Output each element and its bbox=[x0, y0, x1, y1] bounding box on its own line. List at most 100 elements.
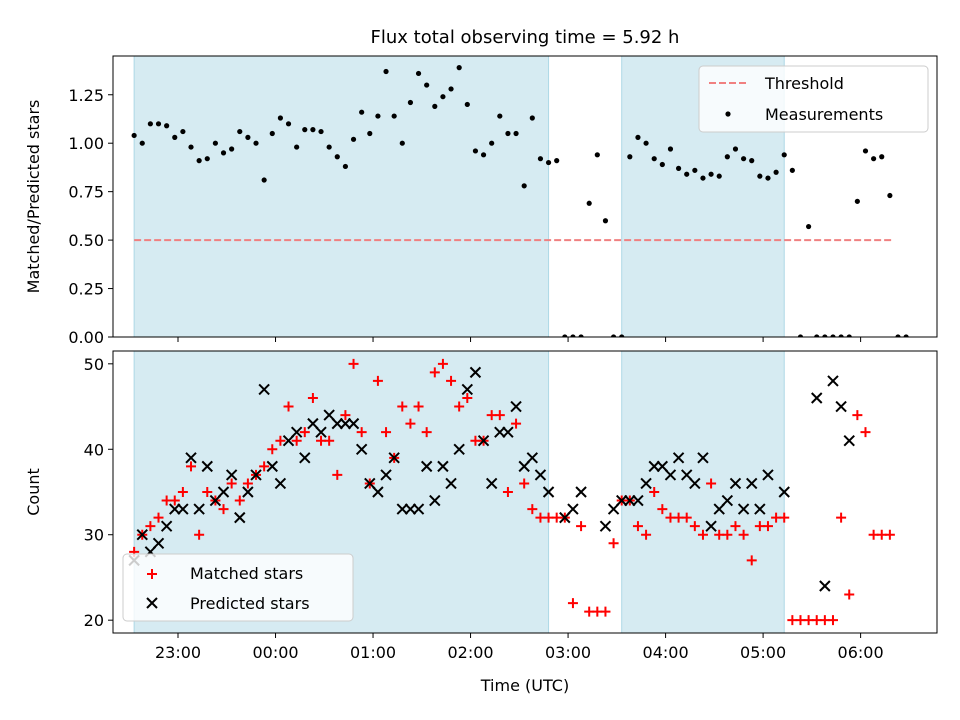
bottom-predicted-star-point bbox=[160, 520, 173, 532]
bottom-y-axis-label: Count bbox=[24, 468, 43, 516]
bottom-predicted-star-point bbox=[640, 477, 652, 490]
bottom-predicted-star-point bbox=[526, 452, 539, 464]
top-measurement-point bbox=[643, 140, 649, 146]
bottom-predicted-star-point bbox=[632, 494, 644, 507]
top-measurement-point bbox=[797, 334, 804, 337]
top-y-tick-label: 0.00 bbox=[68, 328, 104, 347]
top-measurement-point bbox=[554, 158, 560, 164]
top-measurement-point bbox=[732, 146, 739, 152]
bottom-matched-star-point bbox=[738, 529, 749, 540]
top-measurement-point bbox=[164, 123, 170, 129]
top-measurement-point bbox=[196, 158, 202, 164]
bottom-axes-frame bbox=[112, 350, 938, 634]
bottom-matched-star-point bbox=[202, 487, 213, 497]
top-measurement-point bbox=[871, 156, 877, 162]
bottom-matched-star-point bbox=[275, 435, 286, 446]
bottom-predicted-star-point bbox=[429, 494, 441, 507]
bottom-predicted-star-point bbox=[599, 520, 612, 532]
bottom-predicted-star-point bbox=[347, 417, 360, 430]
bottom-matched-star-point bbox=[494, 410, 505, 421]
bottom-matched-star-point bbox=[234, 495, 245, 506]
bottom-matched-star-point bbox=[324, 435, 335, 446]
top-measurement-point bbox=[684, 171, 690, 177]
top-measurement-point bbox=[537, 156, 544, 162]
bottom-predicted-star-point bbox=[299, 452, 311, 464]
top-measurement-point bbox=[334, 154, 340, 160]
bottom-predicted-star-point bbox=[396, 503, 409, 515]
top-measurement-point bbox=[529, 115, 535, 121]
top-measurement-point bbox=[229, 146, 235, 152]
top-y-tick-label: 0.75 bbox=[68, 183, 104, 202]
top-measurement-point bbox=[562, 334, 568, 337]
bottom-matched-star-point bbox=[413, 401, 424, 412]
bottom-y-tick-label: 50 bbox=[84, 355, 104, 374]
top-measurement-point bbox=[846, 334, 852, 337]
bottom-predicted-star-point bbox=[364, 477, 376, 490]
bottom-matched-star-point bbox=[844, 589, 855, 600]
bottom-matched-star-point bbox=[502, 487, 513, 497]
top-measurement-point bbox=[245, 134, 251, 140]
top-measurement-point bbox=[399, 140, 405, 146]
bottom-matched-star-point bbox=[429, 367, 440, 378]
bottom-predicted-star-point bbox=[404, 503, 417, 515]
legend-measurement-swatch bbox=[725, 111, 731, 117]
top-panel: 0.00 0.25 0.50 0.75 1.00 1.25 Matched/Predicte… bbox=[24, 55, 938, 347]
top-measurement-point bbox=[675, 165, 682, 171]
x-axis-label: Time (UTC) bbox=[480, 676, 569, 695]
bottom-predicted-star-point bbox=[177, 503, 189, 515]
bottom-predicted-star-point bbox=[510, 400, 522, 413]
bottom-matched-star-point bbox=[381, 427, 392, 438]
top-measurement-point bbox=[505, 130, 511, 137]
top-y-axis-label: Matched/Predicted stars bbox=[24, 100, 43, 294]
top-measurement-point bbox=[879, 154, 885, 160]
bottom-predicted-star-point bbox=[746, 477, 758, 490]
bottom-predicted-star-point bbox=[217, 486, 230, 498]
top-measurement-point bbox=[545, 159, 552, 166]
bottom-predicted-star-point bbox=[518, 460, 530, 473]
legend-frame bbox=[122, 553, 354, 622]
top-measurement-point bbox=[838, 334, 844, 337]
bottom-predicted-star-point bbox=[185, 452, 197, 464]
bottom-matched-star-point bbox=[527, 504, 538, 515]
top-measurement-point bbox=[359, 109, 365, 115]
top-measurement-point bbox=[220, 150, 227, 156]
bottom-predicted-star-point bbox=[437, 460, 449, 473]
top-measurement-point bbox=[204, 156, 210, 162]
bottom-matched-star-point bbox=[356, 427, 367, 438]
bottom-matched-star-point bbox=[884, 529, 895, 540]
bottom-y-tick-label: 30 bbox=[84, 526, 104, 545]
bottom-shaded-interval bbox=[621, 350, 785, 634]
bottom-predicted-star-point bbox=[705, 520, 717, 532]
bottom-matched-star-point bbox=[852, 410, 863, 421]
bottom-predicted-star-point bbox=[485, 477, 498, 490]
top-measurement-point bbox=[464, 101, 470, 108]
bottom-matched-star-point bbox=[348, 358, 359, 369]
top-measurement-point bbox=[407, 99, 414, 106]
bottom-predicted-star-point bbox=[689, 477, 701, 490]
top-measurement-point bbox=[472, 148, 479, 154]
bottom-predicted-star-point bbox=[388, 452, 400, 464]
bottom-matched-star-point bbox=[519, 478, 530, 489]
top-measurement-point bbox=[724, 154, 730, 160]
top-measurement-point bbox=[342, 163, 349, 170]
legend-matched-swatch bbox=[147, 569, 157, 579]
chart-title: Flux total observing time = 5.92 h bbox=[371, 27, 680, 48]
bottom-matched-star-point bbox=[283, 401, 294, 412]
bottom-matched-star-point bbox=[218, 504, 229, 515]
bottom-predicted-star-point bbox=[477, 435, 490, 447]
bottom-predicted-star-point bbox=[201, 460, 213, 473]
x-tick-label: 04:00 bbox=[643, 643, 689, 662]
top-measurement-point bbox=[367, 130, 373, 137]
bottom-y-tick-label: 20 bbox=[84, 611, 104, 630]
bottom-predicted-star-point bbox=[721, 494, 734, 507]
bottom-predicted-star-point bbox=[136, 529, 148, 541]
top-measurement-point bbox=[757, 173, 763, 179]
top-measurement-point bbox=[862, 148, 869, 154]
bottom-matched-star-point bbox=[259, 461, 270, 472]
bottom-matched-star-point bbox=[153, 512, 164, 523]
bottom-predicted-star-point bbox=[697, 452, 709, 464]
bottom-predicted-star-point bbox=[567, 503, 579, 515]
bottom-matched-star-point bbox=[446, 375, 457, 386]
bottom-predicted-star-point bbox=[266, 460, 278, 473]
